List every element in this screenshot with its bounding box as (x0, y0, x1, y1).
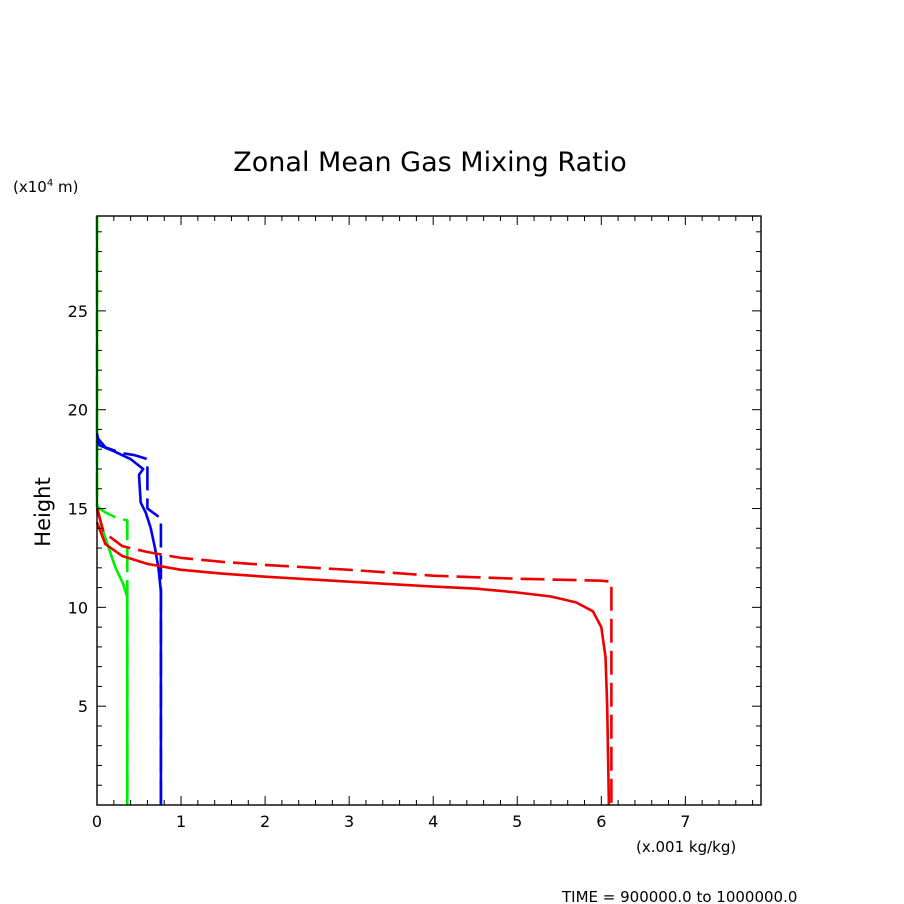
series-line-2 (95, 216, 129, 805)
x-tick-label: 4 (428, 812, 438, 831)
series-line-4 (96, 436, 163, 805)
x-tick-label: 0 (92, 812, 102, 831)
y-tick-label: 10 (68, 598, 88, 617)
y-tick-label: 20 (68, 401, 88, 420)
y-units-label: (x104 m) (13, 178, 78, 196)
x-tick-label: 6 (596, 812, 606, 831)
series-line-3 (95, 433, 163, 805)
x-tick-label: 1 (176, 812, 186, 831)
tick-layer: 0 1 2 3 4 5 6 7 5 10 15 20 25 (68, 216, 761, 831)
series-line-6 (95, 508, 613, 805)
plot-frame (96, 215, 762, 806)
series-layer (95, 216, 613, 806)
x-tick-label: 3 (344, 812, 354, 831)
y-tick-label: 5 (78, 697, 88, 716)
x-units-label: (x.001 kg/kg) (636, 838, 736, 856)
x-tick-label: 5 (512, 812, 522, 831)
footer-time-label: TIME = 900000.0 to 1000000.0 (561, 888, 797, 904)
x-tick-label: 7 (680, 812, 690, 831)
x-tick-label: 2 (260, 812, 270, 831)
y-tick-label: 15 (68, 500, 88, 519)
y-tick-label: 25 (68, 302, 88, 321)
y-axis-label: Height (31, 477, 55, 546)
chart-title: Zonal Mean Gas Mixing Ratio (233, 147, 626, 178)
series-line-5 (95, 521, 611, 806)
